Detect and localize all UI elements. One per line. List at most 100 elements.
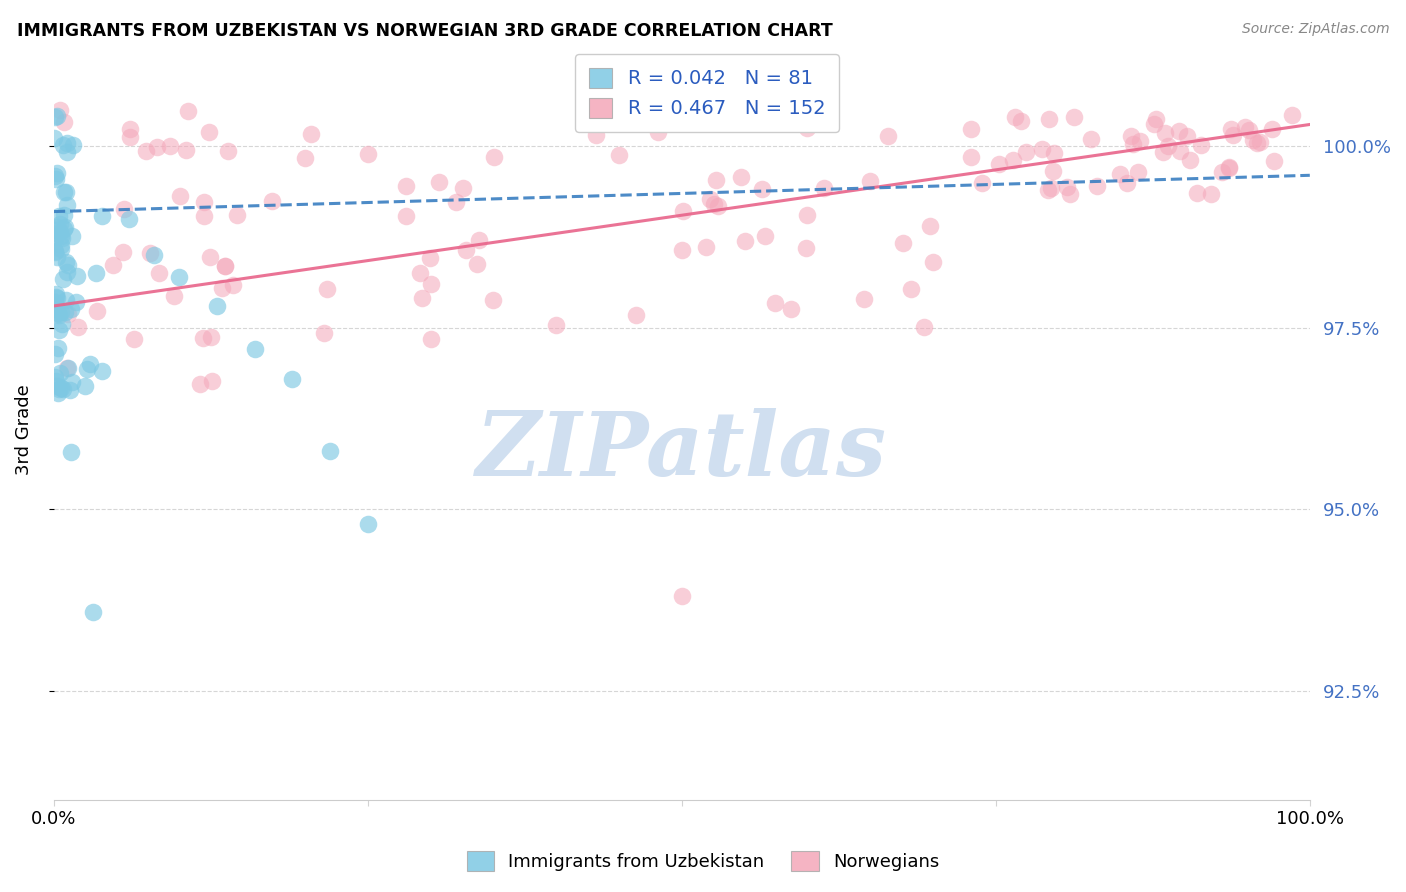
Point bbox=[1059, 186, 1081, 201]
Point bbox=[52, 272, 75, 286]
Point bbox=[357, 146, 380, 161]
Point bbox=[730, 169, 752, 184]
Y-axis label: 3rd Grade: 3rd Grade bbox=[15, 384, 32, 475]
Point bbox=[46, 306, 69, 320]
Point bbox=[671, 589, 693, 603]
Point bbox=[44, 229, 66, 244]
Point bbox=[900, 283, 922, 297]
Point bbox=[48, 218, 70, 232]
Point bbox=[148, 266, 170, 280]
Point bbox=[51, 238, 73, 252]
Point bbox=[427, 175, 450, 189]
Point bbox=[626, 308, 648, 322]
Point bbox=[58, 259, 80, 273]
Point bbox=[1085, 179, 1108, 194]
Point bbox=[920, 219, 942, 233]
Point bbox=[706, 173, 728, 187]
Point bbox=[294, 151, 316, 165]
Point bbox=[1122, 137, 1144, 152]
Point bbox=[859, 174, 882, 188]
Point bbox=[1218, 161, 1240, 175]
Point bbox=[1116, 176, 1139, 190]
Point bbox=[468, 233, 491, 247]
Point bbox=[169, 269, 191, 284]
Point bbox=[139, 246, 162, 260]
Point bbox=[162, 288, 184, 302]
Point bbox=[607, 148, 630, 162]
Point bbox=[62, 138, 84, 153]
Point bbox=[1185, 186, 1208, 200]
Point bbox=[409, 266, 432, 280]
Point bbox=[191, 331, 214, 345]
Point bbox=[1154, 126, 1177, 140]
Point bbox=[76, 362, 98, 376]
Point bbox=[444, 195, 467, 210]
Point bbox=[169, 188, 191, 202]
Point bbox=[177, 103, 200, 118]
Point bbox=[49, 229, 72, 244]
Point bbox=[456, 243, 478, 257]
Point bbox=[813, 180, 835, 194]
Point bbox=[1010, 113, 1032, 128]
Point bbox=[1004, 110, 1026, 124]
Point bbox=[1002, 153, 1025, 168]
Point bbox=[86, 304, 108, 318]
Point bbox=[796, 208, 818, 222]
Point bbox=[118, 122, 141, 136]
Point bbox=[44, 374, 66, 388]
Point bbox=[45, 292, 67, 306]
Point bbox=[45, 109, 67, 123]
Point bbox=[44, 301, 66, 316]
Point bbox=[51, 243, 73, 257]
Point bbox=[114, 202, 136, 216]
Point bbox=[1043, 146, 1066, 161]
Point bbox=[53, 185, 76, 199]
Point bbox=[55, 145, 77, 160]
Point bbox=[922, 255, 945, 269]
Point bbox=[48, 342, 70, 356]
Point bbox=[55, 293, 77, 307]
Point bbox=[419, 277, 441, 292]
Point bbox=[44, 110, 66, 124]
Point bbox=[779, 301, 801, 316]
Point bbox=[1063, 111, 1085, 125]
Point bbox=[1219, 122, 1241, 136]
Point bbox=[796, 120, 818, 135]
Point bbox=[585, 128, 607, 142]
Point bbox=[281, 371, 304, 385]
Point bbox=[46, 378, 69, 392]
Point bbox=[1056, 180, 1078, 194]
Point bbox=[205, 299, 228, 313]
Point bbox=[66, 268, 89, 283]
Point bbox=[891, 236, 914, 251]
Point bbox=[197, 125, 219, 139]
Point bbox=[56, 307, 79, 321]
Point bbox=[1234, 120, 1257, 134]
Point bbox=[45, 287, 67, 301]
Point bbox=[1246, 136, 1268, 150]
Point bbox=[48, 308, 70, 322]
Point bbox=[60, 229, 83, 244]
Point bbox=[1241, 133, 1264, 147]
Point bbox=[58, 361, 80, 376]
Point bbox=[67, 319, 90, 334]
Point bbox=[299, 127, 322, 141]
Point bbox=[49, 367, 72, 381]
Point bbox=[794, 241, 817, 255]
Point bbox=[959, 121, 981, 136]
Point bbox=[82, 605, 104, 619]
Point bbox=[243, 343, 266, 357]
Point bbox=[159, 138, 181, 153]
Point bbox=[395, 209, 418, 223]
Point bbox=[135, 144, 157, 158]
Point bbox=[146, 140, 169, 154]
Point bbox=[59, 302, 82, 317]
Point bbox=[60, 375, 83, 389]
Point bbox=[217, 145, 239, 159]
Point bbox=[45, 290, 67, 304]
Point bbox=[1189, 138, 1212, 153]
Legend: Immigrants from Uzbekistan, Norwegians: Immigrants from Uzbekistan, Norwegians bbox=[460, 844, 946, 879]
Point bbox=[44, 294, 66, 309]
Point bbox=[174, 143, 197, 157]
Point bbox=[1080, 132, 1102, 146]
